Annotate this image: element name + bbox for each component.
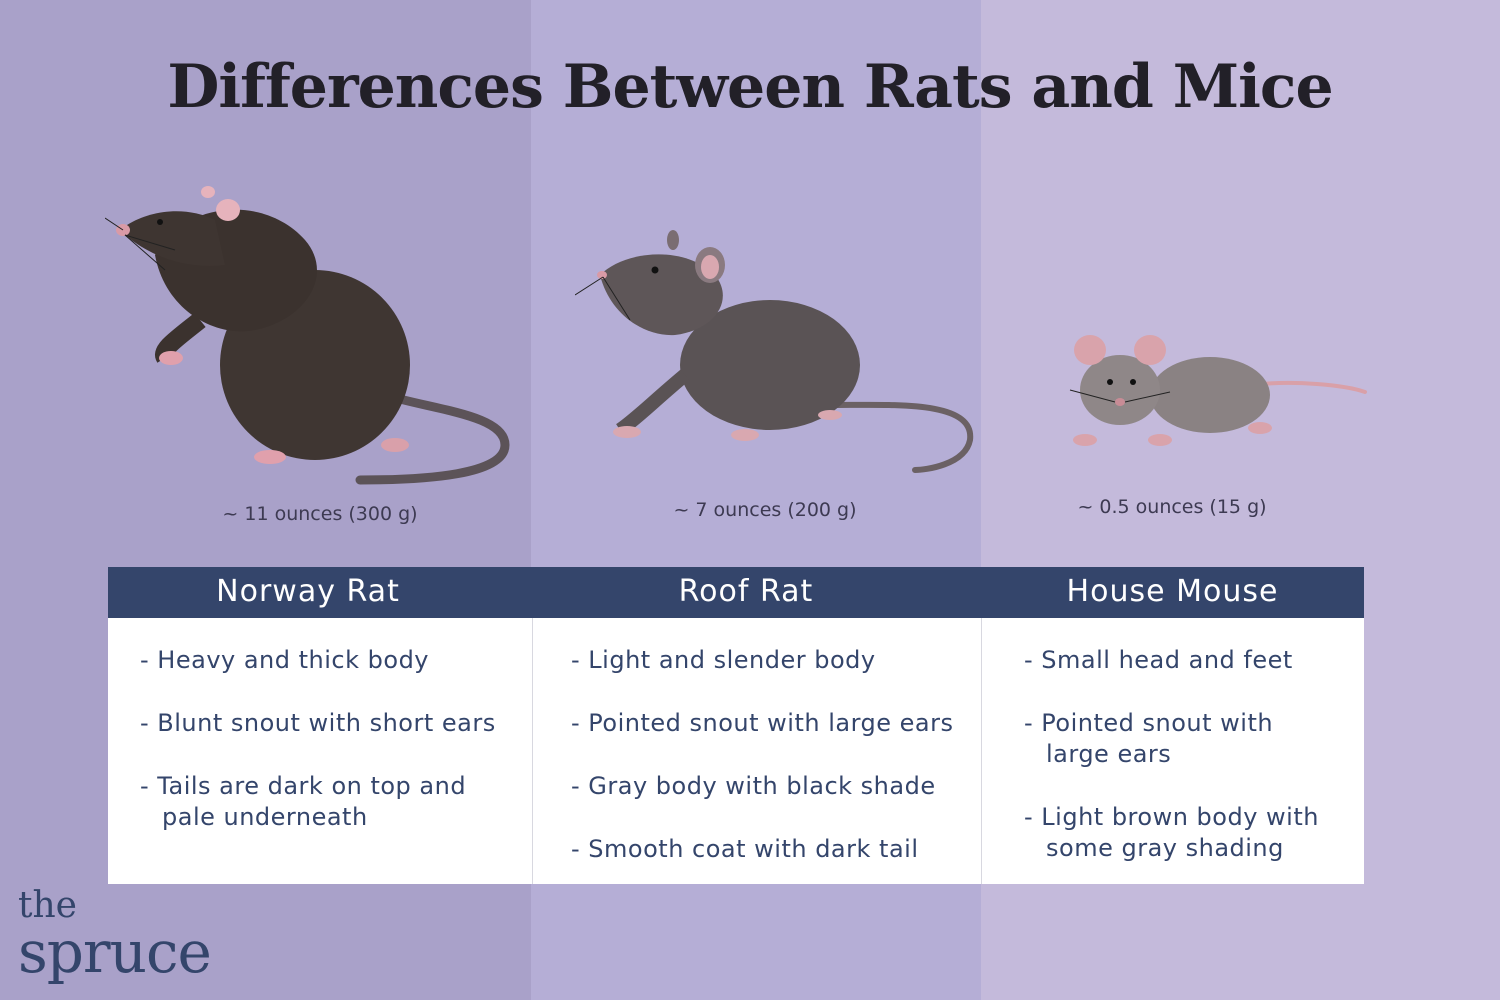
page-title: Differences Between Rats and Mice [167, 52, 1333, 122]
norway-rat-illustration [105, 186, 510, 485]
the-spruce-logo: the spruce [18, 885, 212, 986]
column-header-roof-rat: Roof Rat [678, 574, 814, 609]
roof-rat-traits: Light and slender body Pointed snout wit… [532, 618, 981, 884]
logo-line-spruce: spruce [18, 918, 212, 986]
house-mouse-traits: Small head and feet Pointed snout with l… [981, 618, 1365, 884]
table-header: Norway Rat Roof Rat House Mouse [108, 567, 1364, 618]
norway-rat-traits: Heavy and thick body Blunt snout with sh… [108, 618, 531, 884]
norway-rat-weight: ~ 11 ounces (300 g) [222, 503, 418, 525]
roof-rat-illustration [575, 230, 974, 473]
trait-item: Light and slender body [565, 645, 993, 676]
house-mouse-illustration [1069, 335, 1367, 446]
house-mouse-weight: ~ 0.5 ounces (15 g) [1077, 496, 1267, 518]
column-header-norway-rat: Norway Rat [216, 574, 400, 609]
trait-item: Smooth coat with dark tail [565, 834, 993, 865]
trait-item: Heavy and thick body [134, 645, 532, 676]
trait-item: Small head and feet [1018, 645, 1376, 676]
roof-rat-weight: ~ 7 ounces (200 g) [673, 499, 857, 521]
trait-item: Pointed snout with large ears [565, 708, 1003, 739]
column-header-house-mouse: House Mouse [1066, 574, 1279, 609]
trait-item: Tails are dark on top and pale underneat… [134, 771, 507, 833]
trait-item: Gray body with black shade [565, 771, 993, 802]
trait-item: Light brown body with some gray shading [1018, 802, 1351, 864]
trait-item: Pointed snout with large ears [1018, 708, 1321, 770]
comparison-table: Norway Rat Roof Rat House Mouse Heavy an… [108, 567, 1364, 884]
logo-line-the: the [18, 885, 77, 926]
trait-item: Blunt snout with short ears [134, 708, 552, 739]
